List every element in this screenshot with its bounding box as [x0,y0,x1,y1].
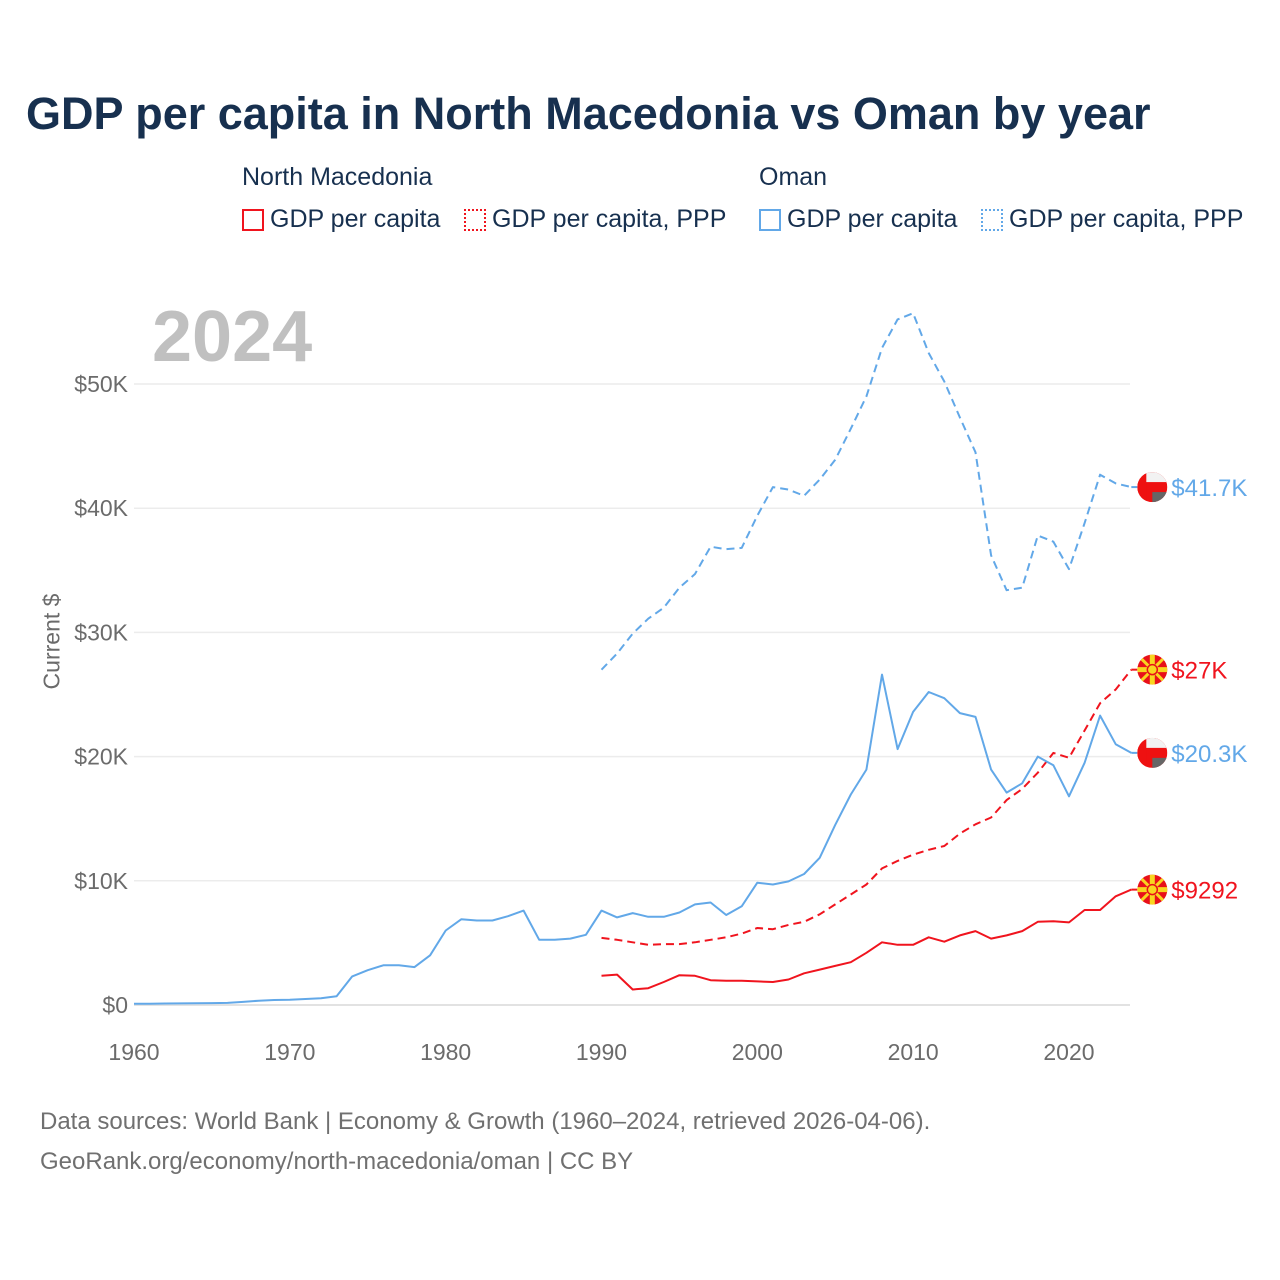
series-line-oman-gdp-per-capita-ppp [600,312,1132,671]
x-tick-label: 1990 [576,1039,627,1065]
x-tick-label: 1980 [420,1039,471,1065]
end-value-label: $27K [1171,658,1227,685]
y-tick-label: $10K [74,868,128,894]
x-tick-label: 1960 [108,1039,159,1065]
legend-swatch-dotted-blue [981,208,1003,231]
footer-link[interactable]: GeoRank.org/economy/north-macedonia/oman… [40,1148,634,1175]
y-axis-label: Current $ [38,593,65,690]
y-tick-label: $40K [74,495,128,521]
x-tick-label: 2000 [732,1039,783,1065]
legend-swatch-solid-red [242,208,264,231]
y-tick-label: $0 [102,992,128,1018]
legend-oman-ppp[interactable]: GDP per capita, PPP [981,205,1243,234]
footer-sources: Data sources: World Bank | Economy & Gro… [40,1108,931,1135]
legend-nm-gdp[interactable]: GDP per capita [242,205,440,234]
y-tick-label: $30K [74,619,128,645]
north-macedonia-flag-icon [1137,654,1168,685]
series-line-north-macedonia-gdp-per-capita-ppp [601,669,1133,946]
legend-oman-gdp[interactable]: GDP per capita [759,205,957,234]
end-value-label: $41.7K [1171,475,1247,502]
legend-group-oman: Oman [759,163,828,191]
oman-flag-icon [1137,737,1168,768]
end-value-label: $20.3K [1171,741,1247,768]
x-tick-label: 1970 [264,1039,315,1065]
x-tick-label: 2020 [1043,1039,1094,1065]
series-line-oman-gdp-per-capita [134,673,1132,1005]
legend-label: GDP per capita, PPP [1009,205,1244,233]
legend-label: GDP per capita, PPP [492,205,727,233]
oman-flag-icon [1137,472,1168,503]
y-tick-label: $50K [74,371,128,397]
x-tick-label: 2010 [888,1039,939,1065]
series-line-north-macedonia-gdp-per-capita [601,888,1132,991]
end-value-label: $9292 [1171,878,1238,905]
chart-title: GDP per capita in North Macedonia vs Oma… [26,88,1151,139]
current-year-label: 2024 [152,297,313,377]
north-macedonia-flag-icon [1137,874,1168,905]
legend-label: GDP per capita [270,205,441,233]
y-tick-label: $20K [74,744,128,770]
legend-nm-ppp[interactable]: GDP per capita, PPP [464,205,726,234]
legend-swatch-dotted-red [464,208,486,231]
legend-swatch-solid-blue [759,208,781,231]
legend-group-north-macedonia: North Macedonia [242,163,433,191]
legend-label: GDP per capita [787,205,958,233]
